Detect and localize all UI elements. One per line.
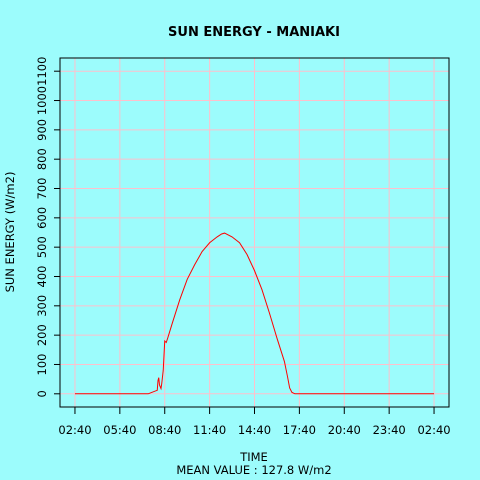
x-tick-label: 17:40 [283, 423, 316, 437]
grid [60, 58, 449, 407]
x-tick-label: 23:40 [373, 423, 406, 437]
y-tick-label: 200 [35, 324, 49, 346]
x-tick-label: 02:40 [58, 423, 91, 437]
y-tick-label: 600 [35, 207, 49, 229]
y-tick-label: 300 [35, 295, 49, 317]
x-tick-label: 14:40 [238, 423, 271, 437]
chart-title: SUN ENERGY - MANIAKI [168, 25, 340, 40]
y-tick-label: 400 [35, 266, 49, 288]
y-axis-label: SUN ENERGY (W/m2) [3, 172, 17, 293]
y-tick-label: 1000 [35, 86, 49, 115]
x-tick-label: 08:40 [148, 423, 181, 437]
mean-value-footnote: MEAN VALUE : 127.8 W/m2 [176, 463, 331, 477]
y-tick-label: 0 [35, 390, 49, 397]
x-axis: 02:40 05:40 08:40 11:40 14:40 17:40 20:40 23:40… [58, 407, 451, 437]
x-tick-label: 11:40 [193, 423, 226, 437]
x-tick-label: 05:40 [103, 423, 136, 437]
y-tick-label: 700 [35, 178, 49, 200]
series-line-sun-energy [74, 232, 435, 395]
y-tick-label: 500 [35, 236, 49, 258]
x-tick-label: 02:40 [417, 423, 450, 437]
y-tick-label: 1100 [35, 57, 49, 86]
y-tick-label: 800 [35, 148, 49, 170]
x-tick-label: 20:40 [328, 423, 361, 437]
y-tick-label: 900 [35, 119, 49, 141]
x-axis-label: TIME [239, 450, 268, 464]
y-tick-label: 100 [35, 353, 49, 375]
